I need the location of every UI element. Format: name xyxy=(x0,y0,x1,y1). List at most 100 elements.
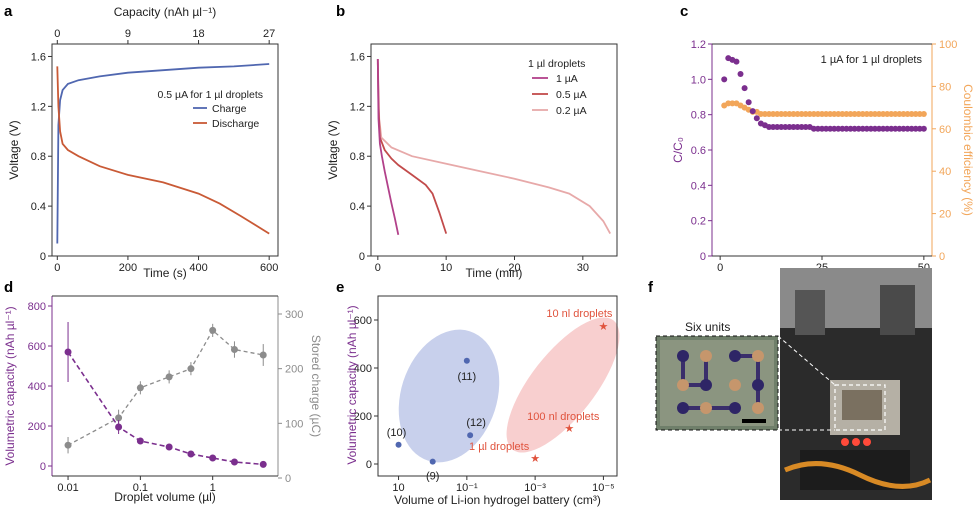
group-ellipse-literature xyxy=(398,329,500,463)
x-tick-label: 10⁻¹ xyxy=(456,482,478,494)
y-tick-label: 200 xyxy=(285,364,303,376)
y-tick-label: 200 xyxy=(28,421,46,433)
data-point-stored-charge xyxy=(187,365,195,373)
y-tick-label: 600 xyxy=(354,315,372,327)
led xyxy=(863,438,871,446)
y-axis-label: Volumetric capacity (nAh µl⁻¹) xyxy=(3,306,17,465)
y-tick-label: 0 xyxy=(700,251,706,263)
panel-label: a xyxy=(4,3,13,20)
y-tick-label: 400 xyxy=(28,381,46,393)
data-point-stored-charge xyxy=(259,351,267,359)
y-tick-label: 1.2 xyxy=(31,101,46,113)
plot-frame xyxy=(377,295,618,477)
droplet xyxy=(677,350,689,362)
y-tick-label: 0 xyxy=(366,459,372,471)
panel-f: Six units f xyxy=(648,268,932,500)
led xyxy=(841,438,849,446)
droplet xyxy=(729,379,741,391)
data-point-literature xyxy=(467,432,474,439)
droplet xyxy=(729,350,741,362)
data-point-capacity xyxy=(920,125,927,132)
x-tick-label: 200 xyxy=(119,262,137,274)
y-tick-label: 0 xyxy=(359,251,365,263)
y-tick-label: 200 xyxy=(354,411,372,423)
x-tick-label: 0 xyxy=(54,262,60,274)
data-point-capacity xyxy=(230,458,238,466)
y-tick-label: 1.6 xyxy=(350,51,365,63)
droplet xyxy=(700,350,712,362)
x-tick-label: 400 xyxy=(189,262,207,274)
legend-label: 0.2 µA xyxy=(556,105,587,117)
legend-title: 1 µl droplets xyxy=(528,58,585,70)
data-point-literature xyxy=(463,357,470,364)
data-point-star: ★ xyxy=(598,321,608,333)
legend-title: 0.5 µA for 1 µl droplets xyxy=(158,89,264,101)
x-tick-label: 0.01 xyxy=(57,482,78,494)
inset-label: Six units xyxy=(685,320,730,334)
data-point-capacity xyxy=(733,58,740,65)
x-axis-label: Time (min) xyxy=(466,266,523,280)
data-point-stored-charge xyxy=(64,441,72,449)
x-tick-label: 18 xyxy=(192,28,204,40)
series-line xyxy=(376,58,400,235)
y-tick-label: 0 xyxy=(285,473,291,485)
y-tick-label: 600 xyxy=(28,341,46,353)
series-line-charge xyxy=(56,63,270,244)
y-axis-label: Voltage (V) xyxy=(326,120,340,179)
wire xyxy=(784,461,932,489)
y-tick-label: 300 xyxy=(285,309,303,321)
y-tick-label: 0.2 xyxy=(691,216,706,228)
y-tick-label: 1.6 xyxy=(31,51,46,63)
data-point-star: ★ xyxy=(530,453,540,465)
y-tick-label: 0.4 xyxy=(31,201,46,213)
y-axis-label-right: Coulombic efficiency (%) xyxy=(961,84,975,216)
data-point-star: ★ xyxy=(564,423,574,435)
data-point-capacity xyxy=(737,71,744,78)
led xyxy=(852,438,860,446)
x-tick-label: 30 xyxy=(577,262,589,274)
series-line-capacity xyxy=(67,351,264,466)
top-axis-label: Capacity (nAh µl⁻¹) xyxy=(114,5,217,19)
x-tick-label: 10 xyxy=(440,262,452,274)
point-label: (9) xyxy=(426,471,439,483)
y-tick-label: 1.0 xyxy=(691,74,706,86)
clamp-left xyxy=(795,290,825,335)
data-point-literature xyxy=(395,441,402,448)
panel-e: e 10 10⁻¹ 10⁻³ 10⁻⁵ 0 200 400 600 Volume of Li-io… xyxy=(336,279,620,507)
droplet xyxy=(752,350,764,362)
x-axis-label: Time (s) xyxy=(143,266,187,280)
x-axis-label: Droplet volume (µl) xyxy=(114,490,216,504)
droplet xyxy=(752,402,764,414)
chip xyxy=(842,390,882,420)
y-axis-label: C/C₀ xyxy=(671,137,685,163)
y-tick-label: 0.8 xyxy=(691,110,706,122)
scale-bar xyxy=(742,419,766,423)
series-line-discharge xyxy=(56,66,270,235)
data-point-capacity xyxy=(64,348,72,356)
droplet xyxy=(729,402,741,414)
y-tick-label: 20 xyxy=(939,209,951,221)
droplet xyxy=(700,402,712,414)
x-tick-label: 0.1 xyxy=(133,482,148,494)
y-axis-label: Voltage (V) xyxy=(7,120,21,179)
panel-label: e xyxy=(336,279,344,296)
panel-b: b 0 10 20 30 0 0.4 0.8 1.2 1.6 Time (min) Voltage (… xyxy=(326,3,618,280)
legend-label: Discharge xyxy=(212,118,259,130)
y-tick-label: 0.4 xyxy=(691,180,706,192)
data-point-capacity xyxy=(209,454,217,462)
y-tick-label: 0.6 xyxy=(691,145,706,157)
y-tick-label: 60 xyxy=(939,124,951,136)
droplet xyxy=(677,402,689,414)
group-ellipse-this-work xyxy=(506,317,620,453)
data-point-stored-charge xyxy=(209,326,217,334)
x-tick-label: 10⁻⁵ xyxy=(592,482,615,494)
panel-d: d 0.01 0.1 1 0 200 400 600 800 0 100 200 300 Droplet … xyxy=(3,279,323,504)
y-tick-label: 0 xyxy=(40,461,46,473)
panel-c: c0255000.20.40.60.81.01.2020406080100Cyc… xyxy=(671,3,975,280)
y-tick-label: 1.2 xyxy=(691,39,706,51)
panel-label: d xyxy=(4,279,13,296)
series-line xyxy=(376,58,448,234)
droplet xyxy=(752,379,764,391)
data-point-capacity xyxy=(136,437,144,445)
legend-label: Charge xyxy=(212,103,247,115)
